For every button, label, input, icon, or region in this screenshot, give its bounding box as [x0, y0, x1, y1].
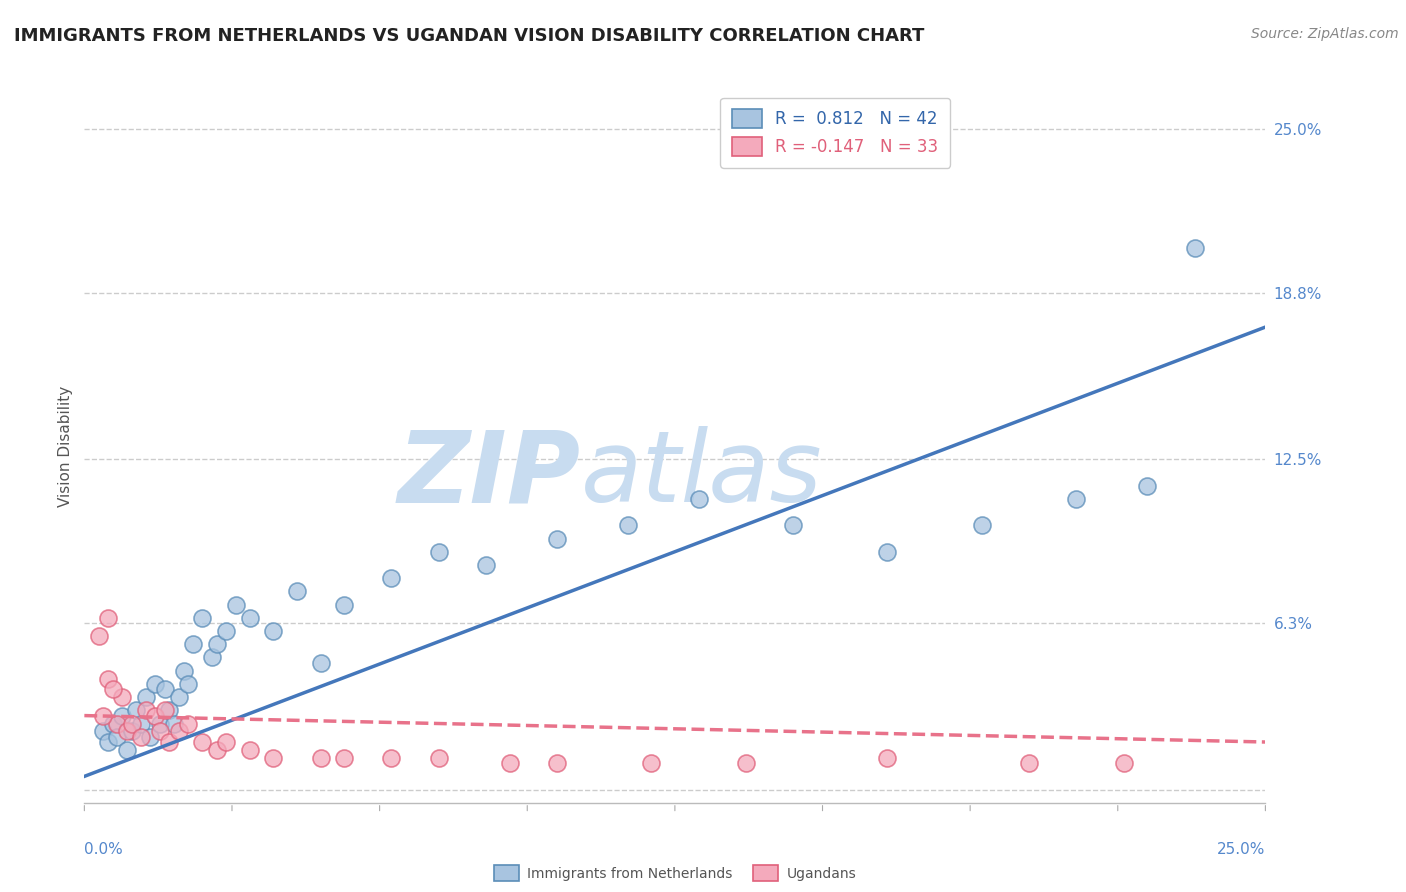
Point [121, 716, 143, 731]
Point [1184, 241, 1206, 255]
Point [285, 584, 308, 599]
Point [215, 735, 238, 749]
Point [191, 611, 214, 625]
Y-axis label: Vision Disability: Vision Disability [58, 385, 73, 507]
Point [380, 751, 402, 765]
Point [121, 724, 143, 739]
Point [97, 672, 120, 686]
Point [91, 708, 114, 723]
Point [129, 730, 152, 744]
Text: IMMIGRANTS FROM NETHERLANDS VS UGANDAN VISION DISABILITY CORRELATION CHART: IMMIGRANTS FROM NETHERLANDS VS UGANDAN V… [14, 27, 924, 45]
Point [1136, 478, 1159, 492]
Point [333, 598, 356, 612]
Point [427, 751, 450, 765]
Point [115, 724, 138, 739]
Point [380, 571, 402, 585]
Legend: Immigrants from Netherlands, Ugandans: Immigrants from Netherlands, Ugandans [488, 860, 862, 887]
Point [262, 624, 284, 638]
Text: 0.0%: 0.0% [84, 842, 124, 856]
Point [111, 708, 134, 723]
Point [157, 703, 180, 717]
Point [201, 650, 224, 665]
Point [427, 545, 450, 559]
Point [167, 690, 190, 704]
Point [129, 716, 152, 731]
Point [181, 637, 204, 651]
Point [215, 624, 238, 638]
Point [177, 716, 200, 731]
Point [309, 751, 332, 765]
Point [135, 703, 157, 717]
Text: Source: ZipAtlas.com: Source: ZipAtlas.com [1251, 27, 1399, 41]
Point [640, 756, 662, 771]
Point [143, 677, 166, 691]
Point [149, 716, 172, 731]
Point [876, 751, 898, 765]
Point [97, 611, 120, 625]
Point [173, 664, 195, 678]
Point [205, 637, 228, 651]
Point [101, 682, 124, 697]
Point [163, 716, 186, 731]
Point [546, 756, 568, 771]
Point [153, 703, 176, 717]
Point [101, 716, 124, 731]
Point [309, 656, 332, 670]
Point [970, 518, 993, 533]
Point [135, 690, 157, 704]
Point [157, 735, 180, 749]
Point [262, 751, 284, 765]
Point [153, 682, 176, 697]
Text: ZIP: ZIP [398, 426, 581, 523]
Point [143, 708, 166, 723]
Point [688, 491, 710, 506]
Text: 25.0%: 25.0% [1218, 842, 1265, 856]
Point [115, 743, 138, 757]
Point [1018, 756, 1040, 771]
Point [546, 532, 568, 546]
Point [205, 743, 228, 757]
Point [1112, 756, 1135, 771]
Point [107, 716, 129, 731]
Point [177, 677, 200, 691]
Point [225, 598, 247, 612]
Point [191, 735, 214, 749]
Point [498, 756, 520, 771]
Point [91, 724, 114, 739]
Point [97, 735, 120, 749]
Point [734, 756, 756, 771]
Point [167, 724, 190, 739]
Point [87, 629, 110, 643]
Point [239, 611, 262, 625]
Point [239, 743, 262, 757]
Point [876, 545, 898, 559]
Text: atlas: atlas [581, 426, 823, 523]
Point [139, 730, 162, 744]
Point [111, 690, 134, 704]
Point [107, 730, 129, 744]
Point [782, 518, 804, 533]
Point [333, 751, 356, 765]
Point [125, 703, 148, 717]
Point [149, 724, 172, 739]
Point [1066, 491, 1088, 506]
Point [475, 558, 498, 572]
Point [616, 518, 638, 533]
